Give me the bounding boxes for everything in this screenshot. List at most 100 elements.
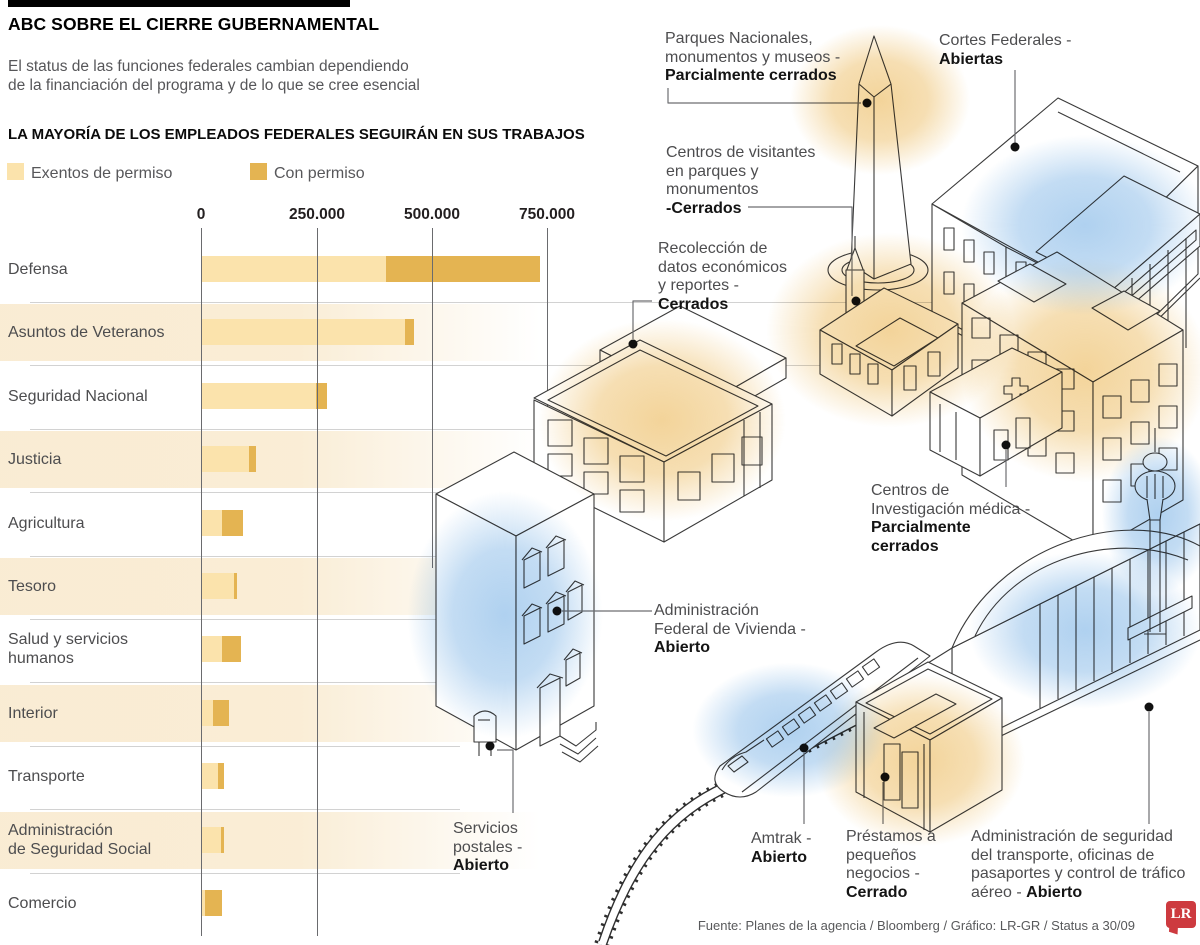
label-line: Parcialmente	[871, 519, 1030, 538]
row-separator	[30, 492, 650, 494]
label-status-text: Cerrado	[846, 883, 908, 901]
amtrak-train	[714, 641, 931, 798]
label-line: datos económicos	[658, 259, 787, 278]
category-label: Agricultura	[8, 514, 84, 533]
category-label-line: Defensa	[8, 261, 68, 278]
bar-segment-exentos[interactable]	[201, 826, 221, 853]
category-label: Interior	[8, 704, 58, 723]
label-text: Centros de visitantes	[666, 144, 816, 161]
bar-segment-exentos[interactable]	[201, 256, 386, 282]
label-line: Administración	[654, 602, 806, 621]
legend-label-con-permiso: Con permiso	[274, 165, 365, 182]
bar-segment-exentos[interactable]	[201, 319, 406, 346]
bar-segment-con-permiso[interactable]	[249, 446, 256, 473]
page-title: ABC SOBRE EL CIERRE GUBERNAMENTAL	[8, 14, 380, 34]
label-status-text: Parcialmente cerrados	[665, 67, 837, 84]
label-line: Cortes Federales -	[939, 32, 1072, 51]
label-status-text: Cerrados	[658, 295, 729, 313]
label-line: Amtrak -	[751, 830, 811, 849]
bar-row	[201, 256, 541, 282]
bar-segment-exentos[interactable]	[201, 509, 223, 536]
label-text: y reportes -	[658, 277, 739, 294]
category-label: Tesoro	[8, 577, 56, 596]
label-line: Centros de visitantes	[666, 144, 815, 163]
category-label: Administración de Seguridad Social	[8, 821, 151, 859]
row-separator	[30, 872, 460, 874]
bar-segment-exentos[interactable]	[201, 446, 250, 473]
label-line: Centros de	[871, 482, 1030, 501]
label-text: Federal de Vivienda -	[654, 620, 806, 638]
orange-glow-medical	[920, 220, 1200, 520]
bar-segment-exentos[interactable]	[201, 890, 206, 916]
illustration-label-amtrak: Amtrak - Abierto	[751, 830, 811, 867]
label-line: cerrados	[871, 538, 1030, 557]
label-status-text: Abierto	[1026, 883, 1083, 901]
bar-segment-con-permiso[interactable]	[205, 890, 223, 916]
orange-glow-visitor-center	[725, 200, 1055, 460]
bar-segment-con-permiso[interactable]	[220, 826, 225, 853]
bar-segment-con-permiso[interactable]	[234, 573, 237, 599]
row-separator	[30, 809, 460, 811]
axis-tick-label: 0	[196, 206, 206, 223]
label-status-text: Abiertas	[939, 50, 1004, 68]
small-business-bank-building	[855, 661, 1003, 833]
bar-segment-con-permiso[interactable]	[315, 382, 327, 409]
label-text: aéreo -	[971, 883, 1027, 901]
bar-segment-con-permiso[interactable]	[385, 256, 541, 282]
label-line: Investigación médica -	[871, 501, 1030, 520]
label-status-text: cerrados	[871, 537, 939, 555]
bar-segment-con-permiso[interactable]	[405, 319, 414, 346]
label-line: Abierto	[453, 857, 522, 876]
label-text: pasaportes y control de tráfico	[971, 865, 1186, 882]
label-text: monumentos	[666, 181, 759, 198]
category-label: Comercio	[8, 894, 76, 913]
train-station-building	[919, 523, 1200, 776]
row-stripe	[0, 558, 540, 615]
bar-segment-exentos[interactable]	[201, 636, 223, 663]
label-text: Préstamos a	[846, 828, 936, 845]
illustration-label-cortes: Cortes Federales - Abiertas	[939, 32, 1072, 69]
leader-dots	[485, 98, 1154, 782]
hospital-entrance	[929, 347, 1063, 477]
label-line: Préstamos a	[846, 828, 936, 847]
axis-gridline	[547, 228, 548, 438]
category-label: Justicia	[8, 450, 61, 469]
bar-segment-exentos[interactable]	[201, 382, 316, 409]
bar-segment-con-permiso[interactable]	[222, 509, 244, 536]
row-separator	[30, 555, 460, 557]
row-separator	[30, 745, 460, 747]
bar-row	[201, 699, 229, 726]
category-label-line: Administración	[8, 821, 113, 839]
label-line: Cerrado	[846, 884, 936, 903]
label-status-text: -Cerrados	[666, 199, 742, 217]
row-separator	[30, 365, 900, 367]
subtitle-line-2: de la financiación del programa y de lo …	[8, 76, 420, 94]
leader-lines	[497, 70, 1150, 824]
label-line: Federal de Vivienda -	[654, 621, 806, 640]
bar-segment-exentos[interactable]	[201, 573, 235, 599]
label-line: Parques Nacionales,	[665, 30, 840, 49]
subtitle-line-1: El status de las funciones federales cam…	[8, 58, 409, 75]
label-status-text: Abierto	[751, 848, 807, 866]
bar-row	[201, 446, 256, 473]
label-line: monumentos	[666, 181, 815, 200]
label-line: negocios -	[846, 865, 936, 884]
bar-segment-con-permiso[interactable]	[217, 763, 224, 790]
legend-label-exentos: Exentos de permiso	[31, 165, 173, 182]
bar-segment-exentos[interactable]	[201, 699, 213, 726]
label-text: postales -	[453, 838, 523, 856]
bar-segment-con-permiso[interactable]	[222, 636, 241, 663]
legend-swatch-exentos	[7, 163, 24, 180]
bar-segment-con-permiso[interactable]	[212, 699, 229, 726]
blue-glow-station-dome	[930, 525, 1200, 735]
category-label-line: Asuntos de Veteranos	[8, 324, 165, 342]
bar-row	[201, 763, 224, 790]
label-status-text: Abierto	[654, 639, 710, 656]
category-label: Seguridad Nacional	[8, 387, 148, 406]
bar-row	[201, 573, 237, 599]
bar-segment-exentos[interactable]	[201, 763, 218, 790]
label-text: datos económicos	[658, 258, 787, 276]
washington-monument	[827, 35, 929, 291]
label-text: monumentos y museos -	[665, 48, 841, 66]
label-line: del transporte, oficinas de	[971, 847, 1185, 866]
